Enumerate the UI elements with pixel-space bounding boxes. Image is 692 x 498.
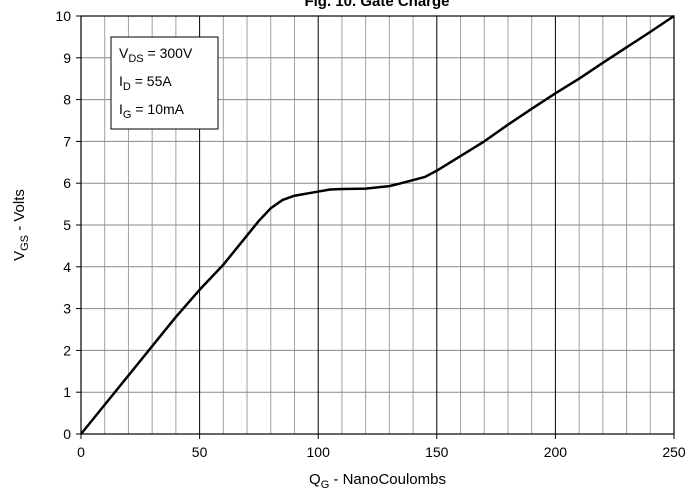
x-axis-label-sub: G (321, 479, 330, 491)
y-tick-label: 8 (63, 92, 71, 108)
annotation-sub: DS (128, 53, 143, 65)
annotation-main: I (119, 101, 123, 117)
x-tick-label: 150 (425, 444, 449, 460)
annotation-sub: D (123, 81, 131, 93)
annotation: IG = 10mA (119, 101, 185, 121)
y-tick-label: 7 (63, 133, 71, 149)
x-tick-label: 50 (192, 444, 208, 460)
annotation-rest: = 10mA (131, 101, 184, 117)
y-tick-label: 6 (63, 175, 71, 191)
annotation-rest: = 300V (144, 45, 193, 61)
y-tick-label: 2 (63, 342, 71, 358)
data-line (80, 14, 675, 435)
annotation-main: V (119, 45, 129, 61)
plot-frame (80, 15, 675, 435)
x-tick-label: 0 (77, 444, 85, 460)
x-tick-label: 200 (544, 444, 568, 460)
y-tick-label: 4 (63, 259, 71, 275)
annotation: ID = 55A (119, 73, 172, 93)
y-tick-label: 10 (55, 8, 71, 24)
annotation-sub: G (123, 109, 132, 121)
y-axis-label-rest: - Volts (11, 189, 28, 235)
y-tick-label: 9 (63, 50, 71, 66)
annotation-box (110, 36, 219, 130)
annotation-rest: = 55A (131, 73, 173, 89)
x-axis-label-main: Q (309, 471, 321, 488)
annotation-main: I (119, 73, 123, 89)
y-axis-label-main: V (11, 251, 28, 261)
annotation: VDS = 300V (119, 45, 193, 65)
x-axis-label: QG - NanoCoulombs (309, 471, 446, 491)
x-tick-label: 250 (662, 444, 686, 460)
y-tick-label: 5 (63, 217, 71, 233)
y-axis-label-sub: GS (19, 235, 31, 251)
x-tick-label: 100 (307, 444, 331, 460)
chart-title: Fig. 10. Gate Charge (304, 0, 449, 10)
y-tick-label: 3 (63, 301, 71, 317)
y-tick-label: 0 (63, 426, 71, 442)
y-axis-label: VGS - Volts (11, 189, 31, 261)
y-tick-label: 1 (63, 384, 71, 400)
x-axis-label-rest: - NanoCoulombs (329, 471, 446, 488)
